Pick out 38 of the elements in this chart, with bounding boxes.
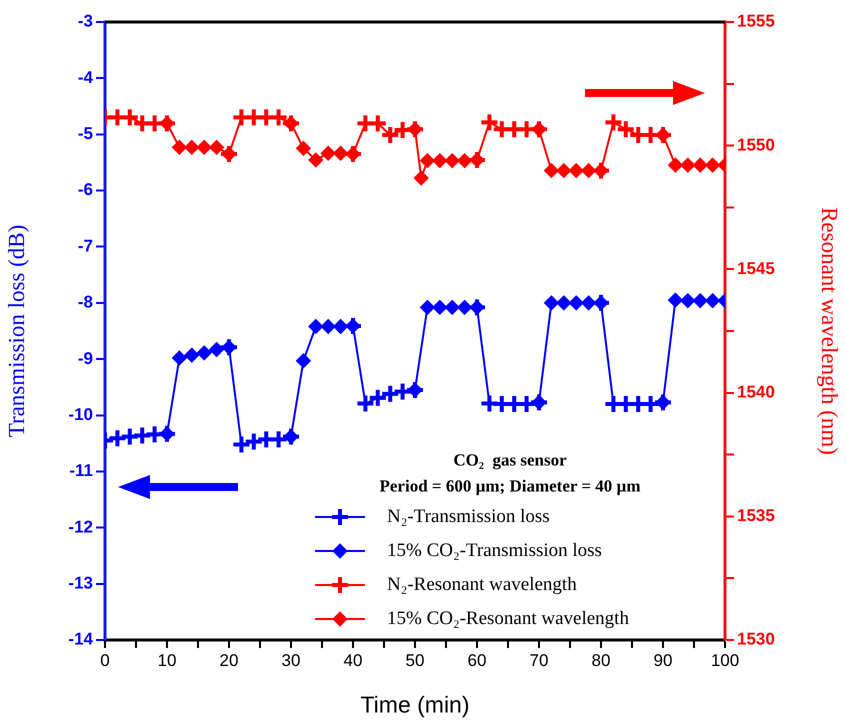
annotation: Period = 600 µm; Diameter = 40 µm [379, 476, 641, 496]
x-axis-title: Time (min) [360, 692, 470, 718]
y-tick-label: -13 [68, 574, 93, 593]
y2-tick-label: 1540 [737, 382, 775, 402]
y-axis-title: Transmission loss (dB) [4, 224, 29, 438]
y-tick-label: -3 [78, 12, 93, 31]
y-tick-label: -8 [78, 292, 93, 312]
x-tick-label: 70 [530, 650, 548, 670]
x-tick-label: 80 [592, 650, 610, 670]
x-tick-label: 30 [282, 650, 300, 670]
y-tick-label: -10 [68, 404, 93, 424]
x-tick-label: 50 [406, 650, 424, 670]
annotation: CO₂ gas sensor [453, 450, 568, 470]
y2-tick-label: 1530 [737, 630, 775, 649]
y-tick-label: -7 [78, 236, 93, 256]
y2-tick-label: 1545 [737, 258, 775, 278]
legend-label: 15% CO₂-Transmission loss [387, 540, 602, 561]
x-tick-label: 40 [344, 650, 362, 670]
y-tick-label: -9 [78, 348, 93, 368]
legend-label: N₂-Resonant wavelength [387, 574, 578, 595]
y-tick-label: -5 [78, 124, 93, 144]
y2-axis-title: Resonant wavelength (nm) [817, 207, 842, 455]
y-tick-label: -6 [78, 180, 93, 200]
y-tick-label: -14 [68, 630, 94, 649]
y2-tick-label: 1550 [737, 135, 775, 154]
x-tick-label: 20 [220, 650, 238, 670]
y2-tick-label: 1555 [737, 12, 775, 31]
legend-label: N₂-Transmission loss [387, 506, 550, 527]
x-tick-label: 10 [158, 650, 176, 670]
x-tick-label: 100 [710, 650, 740, 670]
x-tick-label: 60 [468, 650, 486, 670]
y-tick-label: -11 [69, 461, 93, 480]
y-tick-label: -12 [68, 517, 93, 536]
x-tick-label: 0 [100, 650, 110, 670]
legend-label: 15% CO₂-Resonant wavelength [387, 608, 630, 629]
x-tick-label: 90 [654, 650, 672, 670]
y2-tick-label: 1535 [737, 506, 775, 526]
y-tick-label: -4 [78, 68, 94, 87]
